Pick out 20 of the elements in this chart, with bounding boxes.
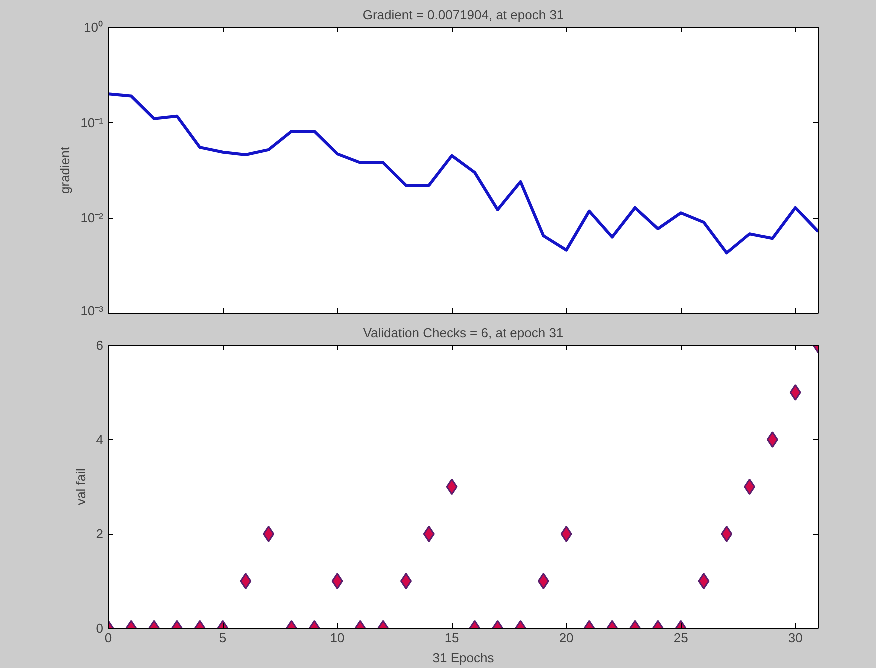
x-tick-label: 20 [559, 630, 574, 646]
y-tick-label: 2 [96, 526, 104, 542]
x-tick-label: 30 [788, 630, 803, 646]
x-axis-title: 31 Epochs [432, 650, 495, 666]
y-tick-label: 10⁰ [84, 20, 104, 35]
y-tick-label: 0 [96, 621, 104, 636]
y-tick-label: 6 [96, 338, 104, 353]
y-tick-label: 10⁻² [80, 210, 104, 226]
y-tick-label: 10⁻¹ [80, 115, 104, 130]
y-axis-title: gradient [58, 146, 73, 194]
y-tick-label: 10⁻³ [80, 304, 104, 318]
line-series [108, 92, 818, 255]
y-axis-title: val fail [73, 468, 88, 506]
x-tick-label: 25 [674, 630, 688, 646]
chart-title: Validation Checks = 6, at epoch 31 [363, 326, 564, 340]
x-tick-label: 5 [219, 630, 227, 646]
x-tick-label: 15 [444, 630, 460, 646]
chart-title: Gradient = 0.0071904, at epoch 31 [362, 8, 564, 22]
x-tick-label: 10 [330, 630, 345, 646]
y-tick-label: 4 [96, 432, 104, 448]
